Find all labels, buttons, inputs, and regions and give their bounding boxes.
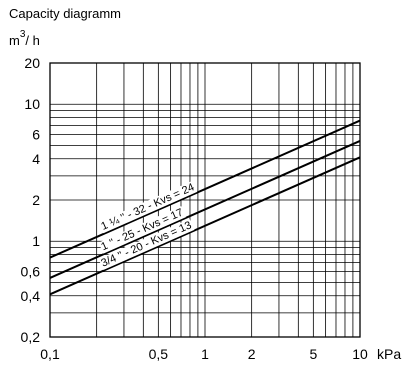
curve-labels: 1 ¼ '' - 32 - Kvs = 241 '' - 25 - Kvs = …: [98, 180, 198, 270]
capacity-curve: [49, 119, 361, 259]
x-tick-label: 0,5: [149, 346, 169, 362]
y-tick-label: 1: [32, 233, 40, 249]
y-unit-sup: 3: [20, 29, 26, 40]
y-unit-rest: / h: [25, 33, 39, 48]
x-tick-label: 1: [201, 346, 209, 362]
y-tick-label: 0,4: [21, 288, 41, 304]
capacity-curves: [49, 119, 361, 296]
tick-labels: 0,1 0,5 1 2 5 10 0,2 0,4 0,6 1 2 4 6 10 20: [21, 55, 368, 362]
curve-label-background: [98, 180, 198, 234]
curve-label-background: [98, 218, 195, 270]
grid: [49, 62, 361, 338]
capacity-curve: [49, 156, 361, 296]
plot-frame: [49, 62, 361, 338]
x-axis-unit: kPa: [377, 346, 401, 362]
y-tick-label: 6: [32, 127, 40, 143]
y-tick-label: 0,6: [21, 264, 41, 280]
y-tick-label: 0,2: [21, 329, 41, 345]
x-tick-label: 0,1: [40, 346, 60, 362]
x-tick-label: 10: [352, 346, 368, 362]
y-axis-unit: m3/ h: [9, 29, 40, 48]
y-tick-label: 2: [32, 192, 40, 208]
capacity-curve: [49, 139, 361, 279]
curve-label-background: [98, 206, 186, 254]
x-tick-label: 5: [309, 346, 317, 362]
x-tick-label: 2: [248, 346, 256, 362]
chart-title: Capacity diagramm: [9, 6, 121, 21]
y-tick-label: 10: [24, 96, 40, 112]
y-tick-label: 20: [24, 55, 40, 71]
y-tick-label: 4: [32, 151, 40, 167]
y-unit-base: m: [9, 33, 20, 48]
